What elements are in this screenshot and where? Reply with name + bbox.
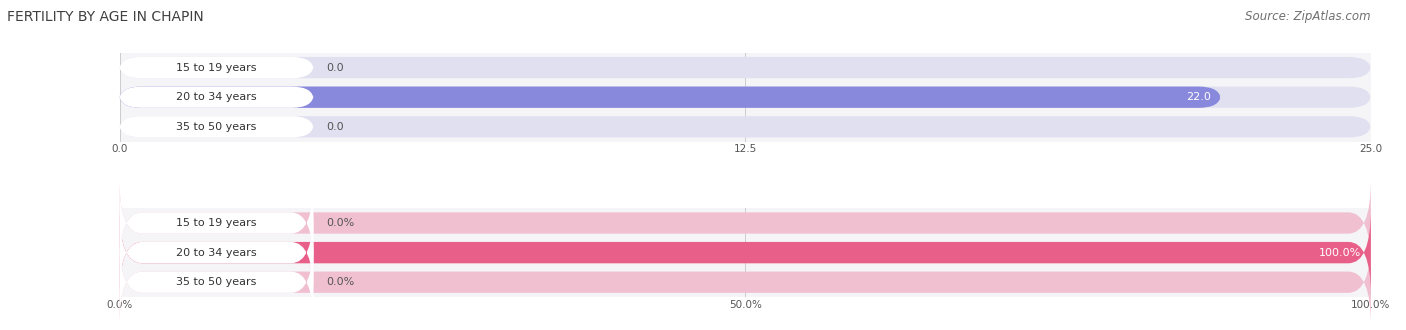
Text: 35 to 50 years: 35 to 50 years [176, 122, 257, 132]
Text: 0.0%: 0.0% [326, 277, 354, 287]
FancyBboxPatch shape [120, 240, 1371, 325]
FancyBboxPatch shape [120, 86, 314, 108]
Text: 0.0%: 0.0% [326, 218, 354, 228]
FancyBboxPatch shape [120, 240, 314, 325]
FancyBboxPatch shape [120, 86, 1371, 108]
Text: 100.0%: 100.0% [1319, 248, 1361, 258]
Text: Source: ZipAtlas.com: Source: ZipAtlas.com [1246, 10, 1371, 23]
Text: 35 to 50 years: 35 to 50 years [176, 277, 257, 287]
FancyBboxPatch shape [120, 210, 1371, 295]
FancyBboxPatch shape [120, 116, 1371, 138]
FancyBboxPatch shape [120, 57, 1371, 78]
FancyBboxPatch shape [120, 181, 1371, 266]
FancyBboxPatch shape [120, 210, 314, 295]
Text: 0.0: 0.0 [326, 63, 343, 73]
Text: 15 to 19 years: 15 to 19 years [176, 63, 257, 73]
Text: 15 to 19 years: 15 to 19 years [176, 218, 257, 228]
FancyBboxPatch shape [120, 210, 1371, 295]
Text: 22.0: 22.0 [1185, 92, 1211, 102]
FancyBboxPatch shape [120, 181, 314, 266]
Text: 0.0: 0.0 [326, 122, 343, 132]
FancyBboxPatch shape [120, 116, 314, 138]
Text: FERTILITY BY AGE IN CHAPIN: FERTILITY BY AGE IN CHAPIN [7, 10, 204, 24]
Text: 20 to 34 years: 20 to 34 years [176, 92, 257, 102]
Text: 20 to 34 years: 20 to 34 years [176, 248, 257, 258]
FancyBboxPatch shape [120, 57, 314, 78]
FancyBboxPatch shape [120, 86, 1220, 108]
